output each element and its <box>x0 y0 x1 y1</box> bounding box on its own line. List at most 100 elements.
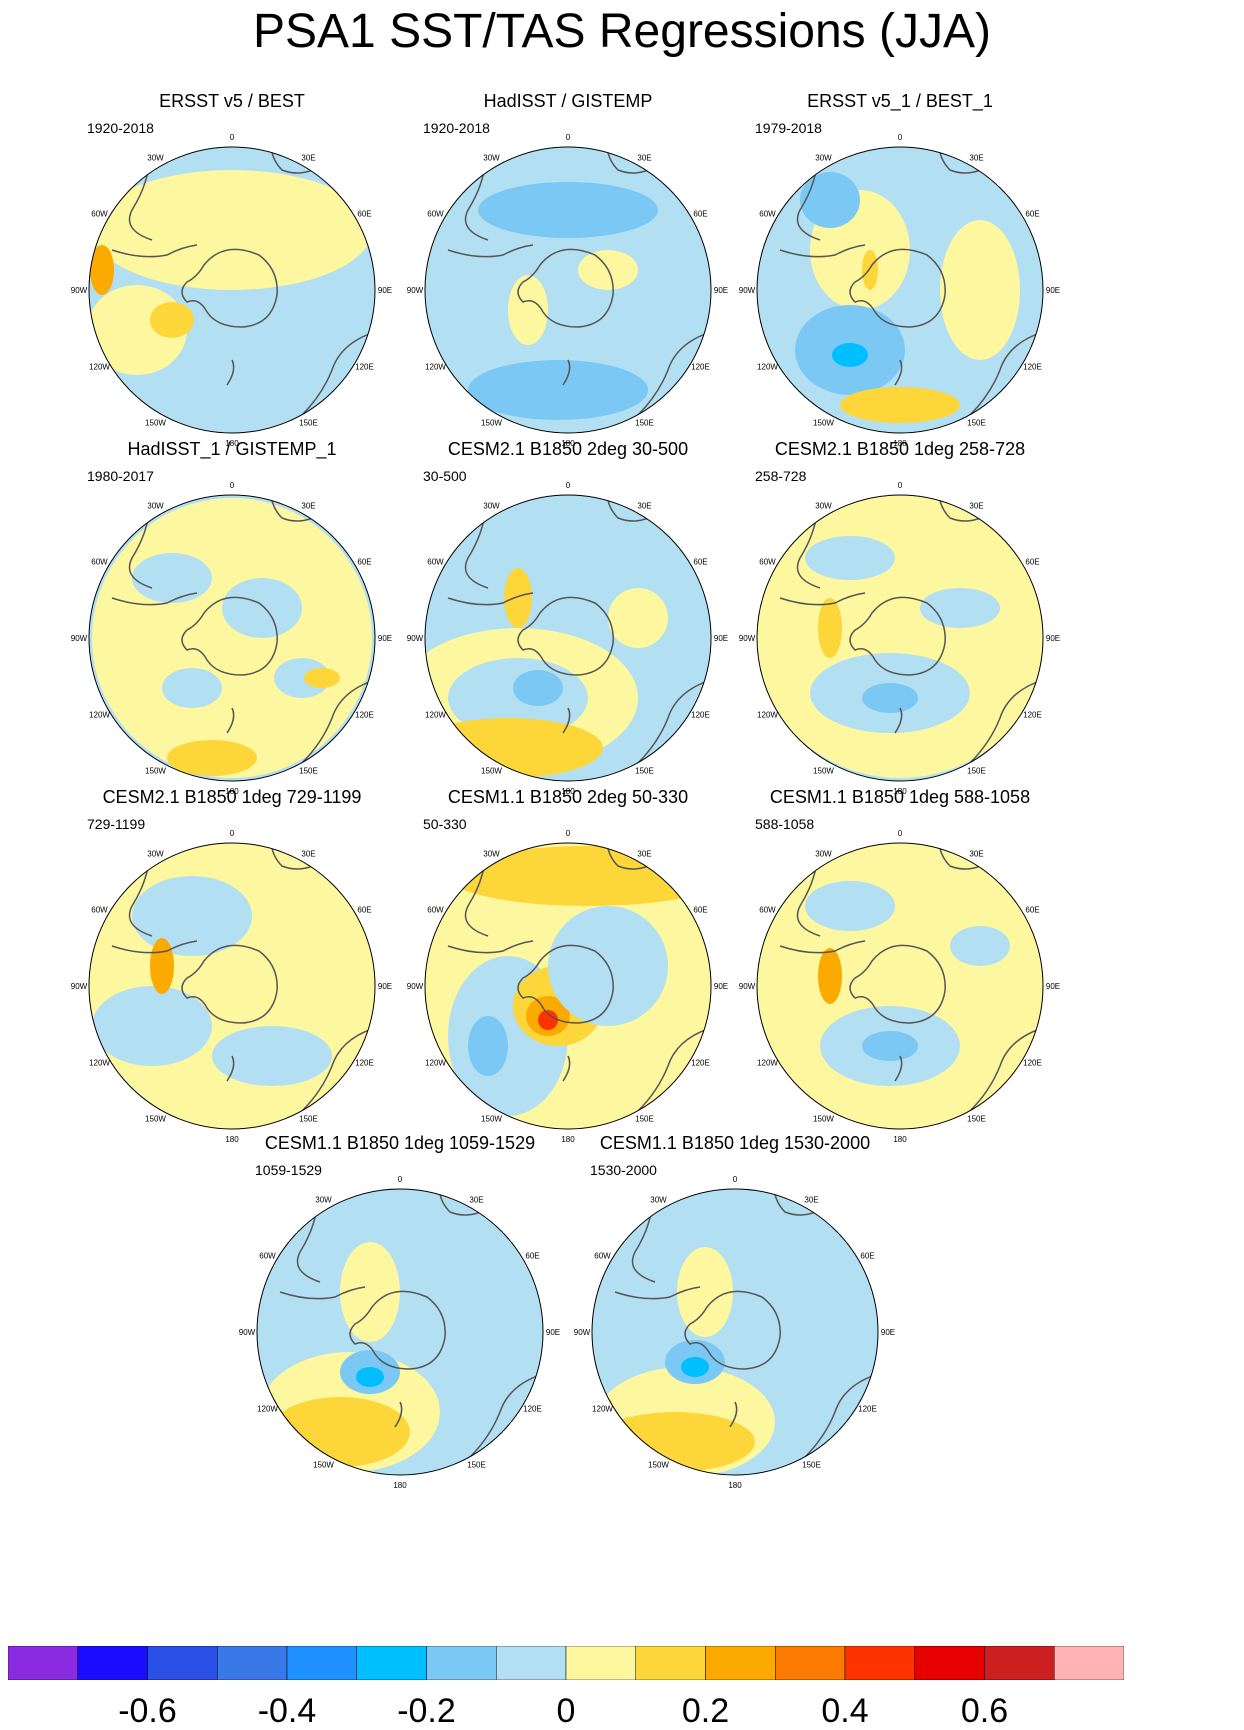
antarctica-coastline <box>181 248 278 328</box>
colorbar-swatch <box>356 1646 427 1680</box>
map-border <box>256 1188 544 1476</box>
polar-map: 0 30E 60E 90E 120E 150E 180 150W 120W 90W 60W 30W <box>71 481 392 796</box>
longitude-label: 90W <box>407 634 424 643</box>
polar-map: 0 30E 60E 90E 120E 150E 180 150W 120W 90W 60W 30W <box>739 481 1060 796</box>
anomaly-region <box>478 182 658 238</box>
colorbar <box>8 1646 1124 1680</box>
longitude-label: 150E <box>967 1115 986 1124</box>
longitude-label: 180 <box>561 1135 575 1144</box>
anomaly-region <box>595 1412 755 1472</box>
longitude-label: 120E <box>1023 1059 1042 1068</box>
anomaly-region <box>950 926 1010 966</box>
longitude-label: 30E <box>804 1196 818 1205</box>
anomaly-region <box>757 843 1043 1129</box>
longitude-label: 150E <box>967 419 986 428</box>
longitude-label: 120W <box>257 1405 278 1414</box>
longitude-label: 0 <box>898 829 903 838</box>
longitude-label: 120E <box>355 363 374 372</box>
longitude-label: 30W <box>650 1196 667 1205</box>
panel-title: CESM2.1 B1850 1deg 729-1199 <box>102 787 362 807</box>
anomaly-region <box>162 668 222 708</box>
longitude-label: 150E <box>467 1461 486 1470</box>
longitude-label: 30W <box>147 154 164 163</box>
anomaly-region <box>805 881 895 931</box>
colorbar-swatch <box>914 1646 985 1680</box>
anomaly-region <box>90 245 114 295</box>
longitude-label: 30E <box>969 850 983 859</box>
anomaly-region <box>504 568 532 628</box>
longitude-label: 30E <box>637 850 651 859</box>
longitude-label: 90W <box>71 634 88 643</box>
longitude-label: 180 <box>225 787 239 796</box>
colorbar-tick-label: 0.6 <box>960 1692 1009 1730</box>
longitude-label: 30E <box>469 1196 483 1205</box>
map-panel: CESM2.1 B1850 1deg 729-1199 729-1199 0 30E 6… <box>52 786 412 1161</box>
longitude-label: 30E <box>969 154 983 163</box>
anomaly-region <box>304 668 340 688</box>
longitude-label: 30E <box>301 502 315 511</box>
longitude-label: 0 <box>230 829 235 838</box>
colorbar-swatch <box>77 1646 148 1680</box>
map-border <box>424 842 712 1130</box>
antarctica-coastline <box>181 596 278 676</box>
colorbar-swatch <box>8 1646 78 1680</box>
panel-years: 30-500 <box>423 468 467 484</box>
longitude-label: 60E <box>693 558 707 567</box>
antarctica-coastline <box>849 248 946 328</box>
colorbar-tick-label: -0.4 <box>257 1692 317 1730</box>
anomaly-region <box>862 250 878 290</box>
panel-title: CESM1.1 B1850 1deg 588-1058 <box>769 787 1031 807</box>
longitude-label: 120W <box>89 711 110 720</box>
longitude-label: 30W <box>815 154 832 163</box>
main-title: PSA1 SST/TAS Regressions (JJA) <box>253 5 991 58</box>
anomaly-region <box>468 1016 508 1076</box>
longitude-label: 60E <box>693 906 707 915</box>
longitude-label: 90W <box>739 286 756 295</box>
panel-years: 258-728 <box>755 468 807 484</box>
australia-coastline <box>226 677 375 764</box>
longitude-label: 120W <box>425 363 446 372</box>
longitude-label: 180 <box>225 1135 239 1144</box>
longitude-label: 120E <box>1023 363 1042 372</box>
longitude-label: 90E <box>546 1328 560 1337</box>
longitude-label: 90W <box>239 1328 256 1337</box>
longitude-label: 90W <box>739 634 756 643</box>
longitude-label: 150E <box>635 419 654 428</box>
longitude-label: 90W <box>71 286 88 295</box>
map-panel: HadISST_1 / GISTEMP_1 1980-2017 0 30E 60E 90E… <box>52 438 412 813</box>
longitude-label: 180 <box>893 439 907 448</box>
panel-years: 588-1058 <box>755 816 815 832</box>
longitude-label: 90E <box>1046 286 1060 295</box>
anomaly-region <box>468 360 648 420</box>
anomaly-region <box>92 498 372 778</box>
longitude-label: 180 <box>728 1481 742 1490</box>
longitude-label: 30W <box>315 1196 332 1205</box>
anomaly-region <box>800 172 860 228</box>
colorbar-tick-label: 0.2 <box>681 1692 730 1730</box>
longitude-label: 60E <box>1025 906 1039 915</box>
map-border <box>424 146 712 434</box>
longitude-label: 60E <box>357 558 371 567</box>
longitude-label: 150E <box>635 767 654 776</box>
australia-coastline <box>562 677 711 764</box>
map-border <box>88 494 376 782</box>
colorbar-swatch <box>844 1646 915 1680</box>
longitude-label: 120W <box>425 711 446 720</box>
anomaly-region <box>167 740 257 776</box>
anomaly-region <box>840 387 960 423</box>
longitude-label: 90E <box>714 286 728 295</box>
longitude-label: 30W <box>147 850 164 859</box>
longitude-label: 0 <box>566 481 571 490</box>
panel-title: HadISST_1 / GISTEMP_1 <box>127 439 337 459</box>
longitude-label: 30E <box>969 502 983 511</box>
longitude-label: 30W <box>815 850 832 859</box>
panel-years: 50-330 <box>423 816 467 832</box>
longitude-label: 60E <box>1025 558 1039 567</box>
longitude-label: 120E <box>355 711 374 720</box>
longitude-label: 30W <box>483 850 500 859</box>
anomaly-region <box>757 495 1043 778</box>
longitude-label: 150E <box>299 1115 318 1124</box>
longitude-label: 60E <box>357 906 371 915</box>
map-panel: ERSST v5 / BEST 1920-2018 0 30E 60E 90E 120E 15… <box>52 90 412 465</box>
colorbar-tick-label: -0.2 <box>397 1692 456 1730</box>
